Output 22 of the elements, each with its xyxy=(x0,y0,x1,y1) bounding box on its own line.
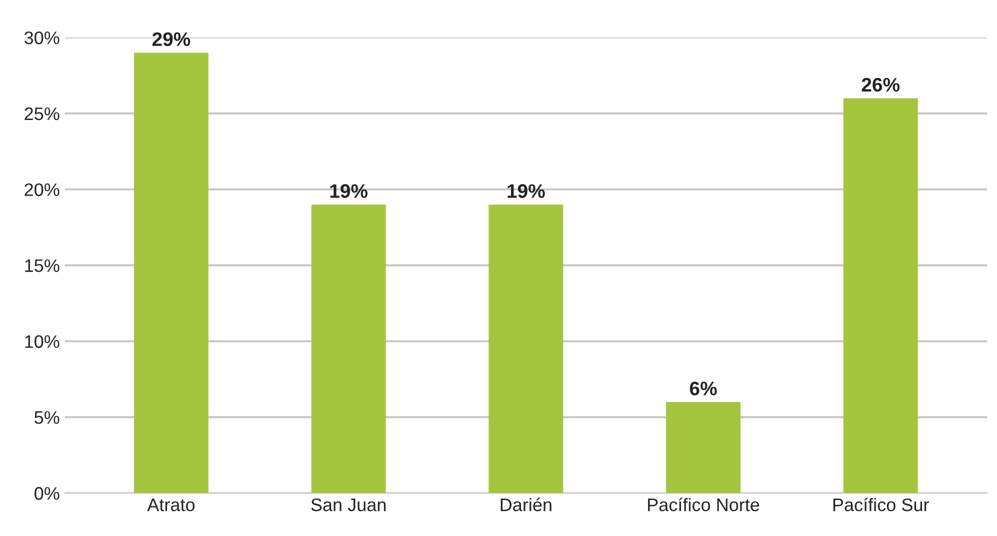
y-tick-label: 10% xyxy=(25,335,60,348)
data-label: 19% xyxy=(508,184,545,198)
bar xyxy=(666,402,741,494)
x-tick-label: Atrato xyxy=(147,498,195,512)
data-label: 26% xyxy=(862,78,900,92)
y-tick-label: 15% xyxy=(25,259,60,272)
bar xyxy=(311,204,386,494)
x-tick-label: Pacífico Norte xyxy=(648,498,760,512)
y-tick-label: 5% xyxy=(34,411,60,424)
y-tick-label: 25% xyxy=(24,107,60,120)
bar xyxy=(134,52,208,494)
y-tick-label: 0% xyxy=(34,487,60,500)
bar xyxy=(843,98,918,494)
x-tick-label: San Juan xyxy=(311,498,386,512)
data-label: 6% xyxy=(690,382,717,396)
bar xyxy=(488,204,564,494)
data-label: 19% xyxy=(330,184,368,198)
x-tick-label: Pacífico Sur xyxy=(833,498,929,512)
x-tick-label: Darién xyxy=(500,498,552,512)
data-label: 29% xyxy=(152,32,190,46)
y-tick-label: 20% xyxy=(24,183,60,196)
y-tick-label: 30% xyxy=(24,31,60,44)
